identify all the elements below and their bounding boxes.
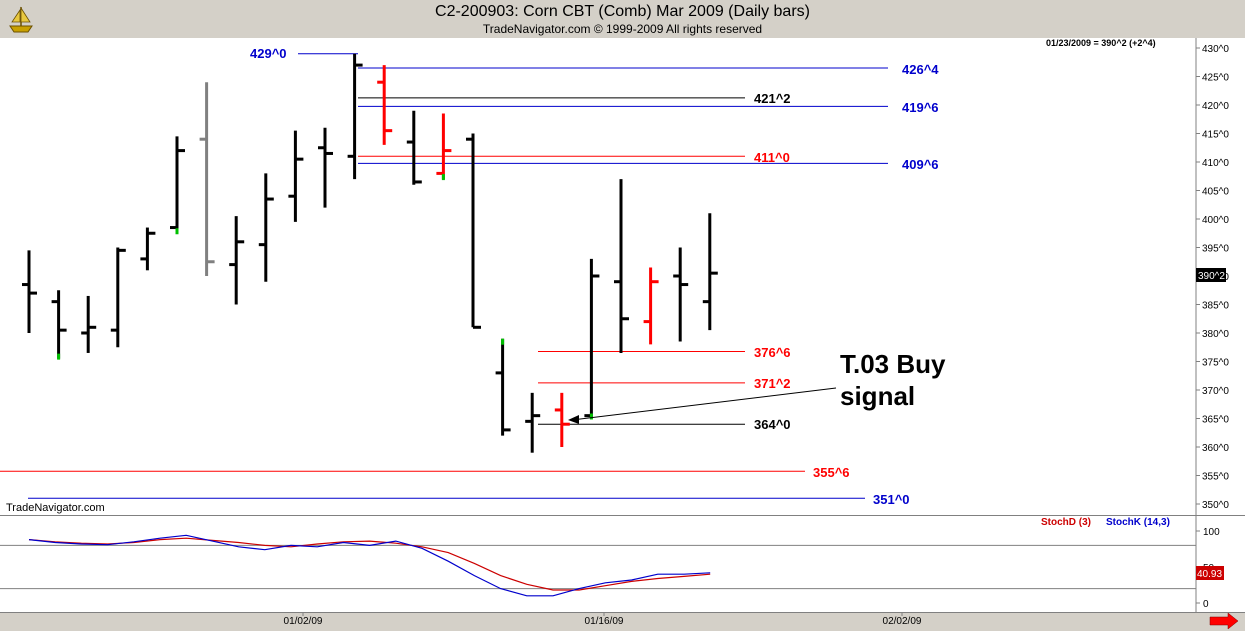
price-tick-label: 365^0 <box>1202 415 1229 426</box>
annotation-group: T.03 Buy signal <box>568 349 946 424</box>
stoch-series-line <box>28 537 711 591</box>
price-tick-label: 355^0 <box>1202 472 1229 483</box>
price-levels-layer: 429^0 426^4 421^2 419^6 411^0 409^6 376^6 371^2… <box>0 46 939 507</box>
date-tick-label: 02/02/09 <box>883 616 922 627</box>
level-label: 364^0 <box>754 417 791 432</box>
price-bar <box>170 136 185 235</box>
price-tick-label: 420^0 <box>1202 101 1229 112</box>
stoch-tick-label: 0 <box>1203 599 1209 610</box>
price-bar <box>495 338 511 436</box>
stoch-axis-panel <box>1196 516 1245 612</box>
annotation-arrow-line <box>571 387 837 421</box>
price-tick-label: 380^0 <box>1202 329 1229 340</box>
price-bar <box>436 113 452 181</box>
stoch-tick-label: 100 <box>1203 527 1220 538</box>
price-tick-label: 410^0 <box>1202 158 1229 169</box>
price-bar <box>318 127 333 208</box>
stoch-last-label: 40.93 <box>1197 569 1222 580</box>
level-label: 376^6 <box>754 345 791 360</box>
date-axis-labels: 01/02/09 01/16/09 02/02/09 <box>284 612 922 627</box>
price-bar <box>673 247 689 342</box>
signal-marker <box>57 353 61 360</box>
chart-subtitle: TradeNavigator.com © 1999-2009 All right… <box>482 22 763 36</box>
price-tick-label: 425^0 <box>1202 73 1229 84</box>
date-tick-label: 01/02/09 <box>284 616 323 627</box>
scroll-right-button[interactable] <box>1209 612 1239 630</box>
price-tick-label: 400^0 <box>1202 215 1229 226</box>
price-bar <box>702 213 718 331</box>
price-tick-label: 415^0 <box>1202 130 1229 141</box>
arrow-right-icon <box>1209 612 1239 630</box>
header-info: 01/23/2009 = 390^2 (+2^4) <box>1046 38 1156 48</box>
price-bar <box>347 53 363 180</box>
annotation-line-2: signal <box>840 381 915 411</box>
price-bar <box>525 392 541 453</box>
price-tick-label: 385^0 <box>1202 301 1229 312</box>
price-bar <box>110 247 126 348</box>
price-bar <box>258 173 274 282</box>
level-label: 426^4 <box>902 62 939 77</box>
level-label: 411^0 <box>754 150 790 165</box>
price-bar <box>643 267 659 345</box>
stochd-legend: StochD (3) <box>1041 517 1091 528</box>
watermark: TradeNavigator.com <box>6 502 105 514</box>
signal-marker <box>175 228 179 235</box>
price-bar <box>229 216 245 305</box>
price-bar <box>554 392 570 447</box>
level-label: 409^6 <box>902 157 939 172</box>
signal-marker <box>501 338 505 345</box>
last-price-tag: 390^2 <box>1196 268 1226 282</box>
price-bar <box>81 295 97 353</box>
level-label: 355^6 <box>813 465 850 480</box>
price-tick-label: 405^0 <box>1202 187 1229 198</box>
price-bar <box>51 290 67 360</box>
annotation-line-1: T.03 Buy <box>840 349 946 379</box>
price-bar <box>140 227 156 271</box>
stoch-lines-layer <box>0 534 1196 597</box>
level-label: 351^0 <box>873 492 910 507</box>
price-bar <box>288 130 304 222</box>
stoch-panel[interactable] <box>0 516 1196 612</box>
stoch-last-tag: 40.93 <box>1196 566 1224 580</box>
last-price-label: 390^2 <box>1198 271 1225 282</box>
price-bar <box>377 65 393 145</box>
chart-title: C2-200903: Corn CBT (Comb) Mar 2009 (Dai… <box>435 3 810 20</box>
price-tick-label: 375^0 <box>1202 358 1229 369</box>
price-bar <box>466 133 481 329</box>
level-label: 419^6 <box>902 100 939 115</box>
stochk-legend: StochK (14,3) <box>1106 517 1170 528</box>
ship-icon <box>9 6 33 33</box>
level-label: 371^2 <box>754 376 791 391</box>
stoch-series-line <box>28 534 711 597</box>
price-tick-label: 360^0 <box>1202 443 1229 454</box>
annotation-arrowhead <box>568 415 579 424</box>
price-bar <box>406 110 422 185</box>
level-label: 421^2 <box>754 91 791 106</box>
signal-marker <box>589 413 593 420</box>
level-label: 429^0 <box>250 46 287 61</box>
price-tick-label: 430^0 <box>1202 44 1229 55</box>
price-bar <box>584 258 600 420</box>
price-bar <box>199 82 215 276</box>
price-bar <box>22 250 37 333</box>
date-tick-label: 01/16/09 <box>585 616 624 627</box>
price-bars-layer <box>22 53 718 453</box>
price-bar <box>614 179 629 353</box>
price-tick-label: 350^0 <box>1202 500 1229 511</box>
price-tick-label: 395^0 <box>1202 244 1229 255</box>
signal-marker <box>441 174 445 181</box>
chart-header: C2-200903: Corn CBT (Comb) Mar 2009 (Dai… <box>0 0 1245 38</box>
price-tick-label: 370^0 <box>1202 386 1229 397</box>
